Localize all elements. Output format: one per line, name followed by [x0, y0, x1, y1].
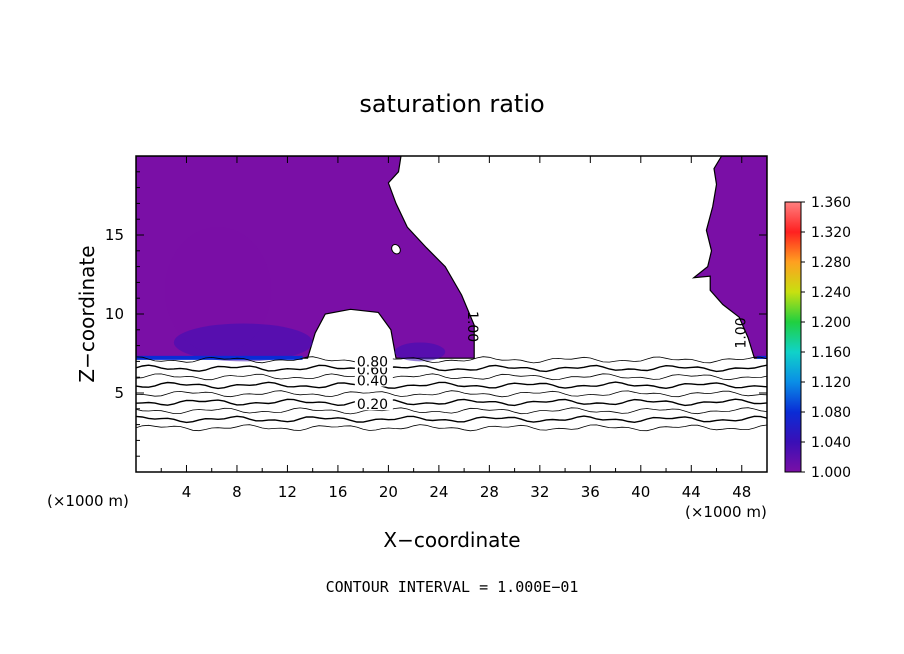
y-axis: 5 10 15	[105, 171, 767, 457]
contour-label-bg-0	[354, 398, 393, 411]
contour-line-0.10	[136, 424, 767, 432]
colorbar-tick-label-0: 1.000	[811, 465, 851, 481]
contour-line-0.90	[136, 356, 767, 364]
contour-label-1: 0.40	[357, 374, 388, 390]
colorbar-tick-label-2: 1.080	[811, 405, 851, 421]
contour-lines	[136, 356, 767, 432]
contour-label-3: 0.80	[357, 355, 388, 371]
saturation-label-1: 1.00	[734, 317, 750, 348]
colorbar-tick-label-7: 1.280	[811, 255, 851, 271]
x-axis-label: X−coordinate	[383, 528, 520, 552]
contour-line-0.20	[136, 415, 767, 424]
unsaturated-bubble	[391, 244, 401, 255]
colorbar-tick-label-6: 1.240	[811, 285, 851, 301]
x-tick-label-32: 32	[530, 483, 549, 501]
contour-line-0.30	[136, 407, 767, 415]
contour-labels: 0.200.400.600.801.00 1.00	[354, 311, 750, 413]
x-axis-unit-right: (×1000 m)	[685, 503, 767, 521]
colorbar-bar	[784, 201, 802, 473]
x-tick-label-40: 40	[631, 483, 650, 501]
x-tick-label-16: 16	[328, 483, 347, 501]
saturated-region-right	[691, 156, 767, 359]
y-tick-label-15: 15	[105, 226, 124, 244]
x-tick-label-20: 20	[379, 483, 398, 501]
supersaturated-patch-2	[394, 342, 446, 362]
colorbar-tick-label-1: 1.040	[811, 435, 851, 451]
x-tick-label-44: 44	[682, 483, 701, 501]
plot-area: 0.200.400.600.801.00 1.00	[136, 156, 767, 432]
x-tick-label-8: 8	[232, 483, 242, 501]
saturation-fill-layer	[136, 156, 767, 362]
contour-label-0: 0.20	[357, 397, 388, 413]
contour-interval-footer: CONTOUR INTERVAL = 1.000E−01	[326, 578, 579, 596]
contour-line-0.80	[136, 364, 767, 373]
contour-line-0.50	[136, 390, 767, 398]
contour-label-bg-1	[354, 374, 393, 387]
colorbar-tick-label-9: 1.360	[811, 195, 851, 211]
x-axis-unit-left: (×1000 m)	[47, 492, 129, 510]
x-tick-label-24: 24	[429, 483, 448, 501]
colorbar-tick-label-4: 1.160	[811, 345, 851, 361]
y-tick-label-10: 10	[105, 305, 124, 323]
colorbar-tick-label-8: 1.320	[811, 225, 851, 241]
contour-line-0.70	[136, 373, 767, 381]
x-tick-label-28: 28	[480, 483, 499, 501]
y-tick-label-5: 5	[114, 384, 124, 402]
colorbar-tick-label-5: 1.200	[811, 315, 851, 331]
chart-title: saturation ratio	[359, 90, 544, 118]
y-axis-label: Z−coordinate	[75, 245, 99, 382]
colorbar: 1.000 1.040 1.080 1.120 1.160 1.200 1.240 1.280…	[784, 195, 851, 481]
cloud-base-band	[136, 355, 303, 360]
x-axis: 4 8 12 16 20 24 28 32 36 40 44 48	[160, 156, 751, 501]
colorbar-tick-label-3: 1.120	[811, 375, 851, 391]
supersaturated-patch-0	[165, 227, 272, 354]
x-tick-label-36: 36	[581, 483, 600, 501]
contour-line-0.40	[136, 398, 767, 407]
x-tick-label-4: 4	[182, 483, 192, 501]
colorbar-ticks: 1.000 1.040 1.080 1.120 1.160 1.200 1.240 1.280…	[801, 195, 851, 481]
contour-label-bg-3	[354, 355, 393, 368]
x-tick-label-12: 12	[278, 483, 297, 501]
saturation-label-0: 1.00	[464, 311, 480, 342]
contour-line-0.60	[136, 381, 767, 390]
supersaturated-patch-1	[173, 323, 313, 362]
x-tick-label-48: 48	[732, 483, 751, 501]
